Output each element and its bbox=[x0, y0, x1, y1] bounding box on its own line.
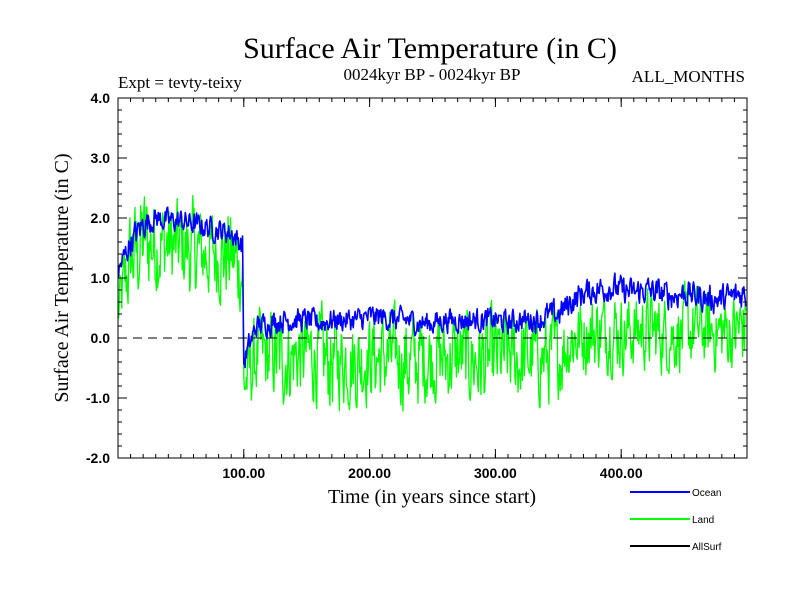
legend-label-land: Land bbox=[692, 515, 714, 526]
y-tick-label: -1.0 bbox=[86, 390, 110, 406]
y-tick-label: 1.0 bbox=[91, 270, 111, 286]
x-tick-label: 400.00 bbox=[600, 465, 643, 481]
expt-label: Expt = tevty-teixy bbox=[118, 73, 242, 92]
months-label: ALL_MONTHS bbox=[632, 67, 745, 86]
y-tick-label: 2.0 bbox=[91, 210, 111, 226]
series-line-ocean bbox=[118, 206, 747, 369]
chart-title: Surface Air Temperature (in C) bbox=[243, 32, 617, 65]
legend-label-allsurf: AllSurf bbox=[692, 542, 722, 553]
plot-area: -2.0 -1.0 0.0 1.0 2.0 3.0 4.0 100.00 200.00 300.0… bbox=[86, 90, 748, 481]
y-tick-label: 4.0 bbox=[91, 90, 111, 106]
x-axis-label: Time (in years since start) bbox=[328, 486, 536, 508]
plot-frame bbox=[117, 97, 748, 459]
x-tick-label: 200.00 bbox=[348, 465, 391, 481]
legend: Ocean Land AllSurf bbox=[630, 488, 722, 553]
chart-subtitle: 0024kyr BP - 0024kyr BP bbox=[344, 65, 521, 84]
legend-label-ocean: Ocean bbox=[692, 488, 721, 499]
x-tick-label: 100.00 bbox=[222, 465, 265, 481]
y-axis-label: Surface Air Temperature (in C) bbox=[51, 153, 73, 402]
x-tick-label: 300.00 bbox=[474, 465, 517, 481]
y-tick-label: 0.0 bbox=[91, 330, 111, 346]
y-tick-label: 3.0 bbox=[91, 150, 111, 166]
y-tick-label: -2.0 bbox=[86, 450, 110, 466]
ticks-layer: -2.0 -1.0 0.0 1.0 2.0 3.0 4.0 100.00 200.00 300.0… bbox=[86, 90, 748, 481]
series-layer bbox=[118, 194, 747, 412]
